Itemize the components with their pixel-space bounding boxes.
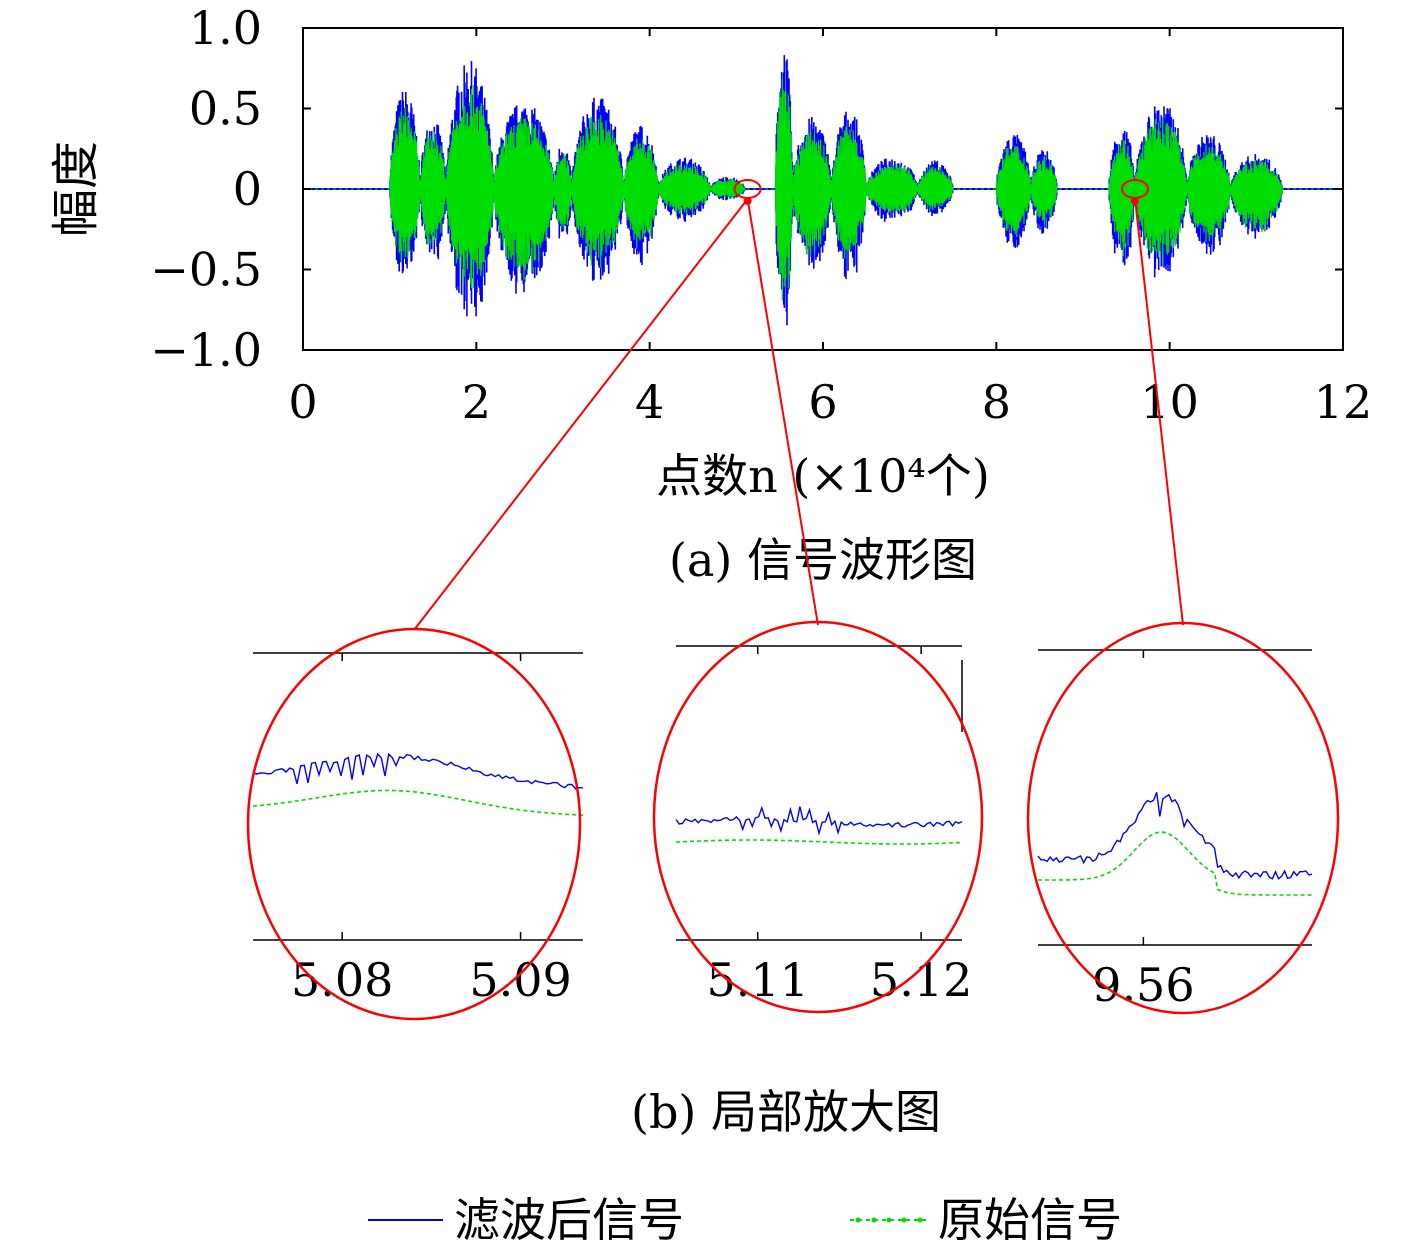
zoom-link-dot-1 — [743, 197, 752, 205]
main-ticks: 0 2 4 6 8 10 12 1.0 0.5 0 −0.5 −1.0 — [150, 1, 1372, 429]
legend-label-filtered: 滤波后信号 — [454, 1193, 684, 1247]
legend-markers — [855, 1217, 923, 1223]
zoom-links — [413, 179, 1184, 631]
zoom-ellipse-3 — [1026, 621, 1340, 1015]
panel-filtered-line — [1037, 792, 1313, 880]
legend-dot — [855, 1217, 861, 1223]
zoom-panel-1: 5.08 5.09 — [246, 627, 584, 1021]
zoom-link-3 — [1134, 198, 1184, 626]
zoom-link-1 — [413, 198, 749, 631]
zoom-panels: 5.08 5.09 5.11 5.12 9.56 — [246, 620, 1340, 1021]
x-axis-label: 点数n (×10⁴个) — [656, 449, 990, 503]
zoom-link-dot-2 — [1131, 197, 1139, 205]
burst-original-3 — [493, 118, 555, 281]
y-tick-label: 0 — [233, 162, 262, 216]
x-tick-label: 10 — [1140, 375, 1199, 429]
legend-label-original: 原始信号 — [938, 1193, 1122, 1247]
burst-original-7 — [658, 163, 711, 216]
panel-tick-label: 5.08 — [291, 953, 393, 1007]
x-tick-label: 12 — [1314, 375, 1373, 429]
burst-original-19 — [1230, 160, 1283, 233]
panel-original-line — [1038, 831, 1312, 896]
legend-dot — [917, 1217, 923, 1223]
panel-original-line — [675, 839, 963, 845]
legend: 滤波后信号 原始信号 — [368, 1193, 1122, 1247]
x-tick-label: 6 — [808, 375, 837, 429]
x-tick-label: 0 — [288, 375, 317, 429]
panel-tick-label: 9.56 — [1092, 958, 1194, 1012]
zoom-ellipse-1 — [246, 627, 582, 1021]
zoom-panel-2: 5.11 5.12 — [652, 620, 984, 1014]
legend-dot — [886, 1217, 892, 1223]
panel-filtered-line — [675, 805, 963, 836]
x-tick-label: 2 — [462, 375, 491, 429]
zoom-panel-3: 9.56 — [1026, 621, 1340, 1015]
legend-dot — [901, 1217, 907, 1223]
panel-original-line — [252, 789, 584, 816]
caption-b: (b) 局部放大图 — [631, 1085, 941, 1139]
main-plot: 0 2 4 6 8 10 121.00.50−0.5−1.0 幅度 点数n (×10⁴个) … — [48, 1, 1372, 587]
y-tick-label: −1.0 — [150, 323, 262, 377]
zoom-ellipse-2 — [652, 620, 984, 1014]
y-tick-label: 0.5 — [189, 82, 262, 136]
main-series — [303, 55, 1343, 326]
y-axis-label: 幅度 — [48, 141, 104, 237]
burst-original-5 — [571, 115, 624, 268]
x-tick-label: 4 — [635, 375, 664, 429]
panel-tick-label: 5.09 — [469, 953, 571, 1007]
y-tick-label: −0.5 — [150, 243, 262, 297]
zoom-link-2 — [746, 198, 819, 626]
burst-original-4 — [554, 153, 572, 230]
legend-dot — [871, 1217, 877, 1223]
burst-original-12 — [866, 164, 919, 213]
panel-filtered-line — [252, 752, 584, 790]
x-tick-label: 8 — [982, 375, 1011, 429]
y-tick-label: 1.0 — [189, 1, 262, 55]
burst-original-0 — [389, 107, 421, 262]
panel-tick-label: 5.12 — [870, 953, 972, 1007]
caption-a: (a) 信号波形图 — [669, 533, 977, 587]
